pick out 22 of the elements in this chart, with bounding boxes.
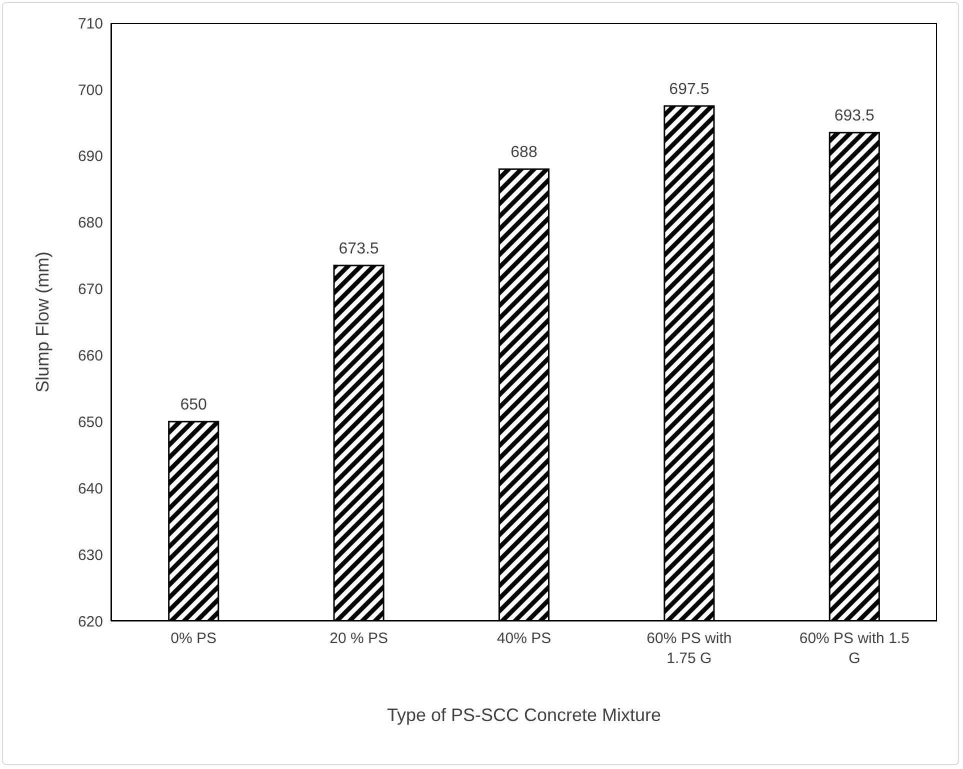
y-tick-label: 650 [78, 414, 103, 431]
x-tick-label: 40% PS [496, 630, 552, 647]
x-axis-title: Type of PS-SCC Concrete Mixture [386, 705, 662, 725]
data-label: 688 [510, 144, 538, 162]
y-axis-title: Slump Flow (mm) [32, 251, 52, 393]
y-tick-label: 670 [78, 281, 103, 298]
y-tick-label: 710 [78, 15, 103, 32]
data-label: 673.5 [338, 240, 379, 258]
y-tick-label: 620 [78, 613, 103, 630]
data-label: 650 [180, 396, 208, 414]
x-tick-label: 20 % PS [330, 630, 388, 647]
y-tick-label: 640 [78, 480, 103, 498]
y-tick-label: 680 [78, 214, 103, 232]
data-label: 693.5 [834, 108, 875, 125]
x-tick-label: 60% PS with 1.5 G [799, 630, 910, 667]
y-tick-label: 660 [78, 348, 103, 365]
x-tick-label: 60% PS with 1.75 G [646, 630, 732, 667]
y-tick-label: 700 [78, 82, 103, 99]
y-tick-label: 690 [78, 148, 103, 166]
y-tick-label: 630 [78, 546, 103, 564]
data-label: 697.5 [669, 81, 710, 98]
x-tick-label: 0% PS [170, 630, 217, 647]
